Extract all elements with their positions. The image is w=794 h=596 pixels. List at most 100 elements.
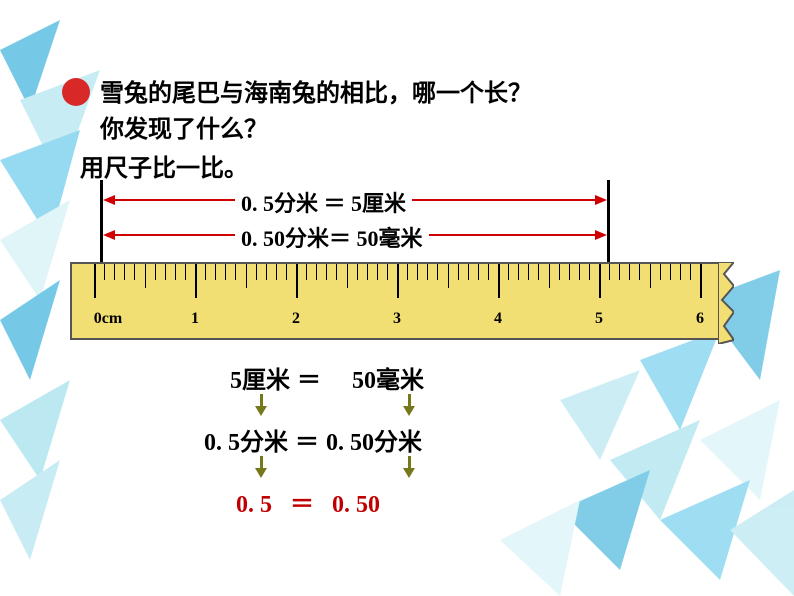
down-arrow-1 bbox=[260, 394, 263, 416]
down-arrow-2 bbox=[408, 394, 411, 416]
ruler-tick bbox=[660, 264, 661, 280]
ruler-tick bbox=[559, 264, 560, 280]
eq3-left: 0. 5 bbox=[236, 492, 272, 518]
ruler-tick bbox=[347, 264, 348, 288]
ruler-tick bbox=[407, 264, 408, 280]
arrow2-label: 0. 50分米＝ 50毫米 bbox=[235, 221, 429, 253]
arrow2-head-right bbox=[595, 230, 607, 240]
ruler-tick bbox=[367, 264, 368, 280]
ruler-tick bbox=[427, 264, 428, 280]
instruction-text: 用尺子比一比。 bbox=[80, 148, 248, 183]
ruler-tick bbox=[498, 264, 500, 298]
measurement-arrows: 0. 5分米 ＝ 5厘米 0. 50分米＝ 50毫米 bbox=[100, 180, 660, 260]
equation-2: 0. 5分米 ＝ 0. 50分米 bbox=[204, 422, 422, 457]
ruler-tick bbox=[276, 264, 277, 280]
ruler-tick bbox=[266, 264, 267, 280]
eq1-right: 50毫米 bbox=[352, 368, 424, 394]
ruler-tick bbox=[235, 264, 236, 280]
vline-left bbox=[100, 180, 103, 262]
ruler-tick bbox=[609, 264, 610, 280]
question-text: 雪兔的尾巴与海南兔的相比，哪一个长？ 你发现了什么？ bbox=[100, 76, 532, 148]
ruler-tick bbox=[205, 264, 206, 280]
arrow1-head-left bbox=[103, 195, 115, 205]
ruler-tick bbox=[124, 264, 125, 280]
ruler-tick bbox=[306, 264, 307, 280]
ruler-tick bbox=[225, 264, 226, 280]
ruler-tick bbox=[397, 264, 399, 298]
equation-1: 5厘米 ＝ 50毫米 bbox=[230, 360, 424, 395]
vline-right bbox=[607, 180, 610, 262]
ruler-tick bbox=[650, 264, 651, 288]
eq1-left: 5厘米 bbox=[230, 368, 290, 394]
ruler-tick bbox=[134, 264, 135, 280]
ruler-tick bbox=[185, 264, 186, 280]
ruler-tick bbox=[326, 264, 327, 280]
ruler-tick bbox=[286, 264, 287, 280]
eq2-right: 0. 50分米 bbox=[326, 430, 422, 456]
ruler-tick bbox=[417, 264, 418, 280]
down-arrow-4 bbox=[408, 456, 411, 478]
ruler-tick bbox=[508, 264, 509, 280]
ruler-number: 5 bbox=[595, 310, 603, 328]
ruler-number: 6 bbox=[696, 310, 704, 328]
equation-3: 0. 5 ＝ 0. 50 bbox=[236, 484, 380, 519]
ruler-tick bbox=[114, 264, 115, 280]
arrow1-label: 0. 5分米 ＝ 5厘米 bbox=[235, 186, 412, 218]
ruler-tick bbox=[569, 264, 570, 280]
ruler-tick bbox=[195, 264, 197, 298]
ruler-tick bbox=[104, 264, 105, 280]
ruler-tick bbox=[145, 264, 146, 288]
ruler-tick bbox=[448, 264, 449, 288]
ruler-tick bbox=[296, 264, 298, 298]
ruler-tick bbox=[316, 264, 317, 280]
ruler-tick bbox=[387, 264, 388, 280]
ruler-tick bbox=[357, 264, 358, 280]
ruler-tick bbox=[215, 264, 216, 280]
ruler-tick bbox=[458, 264, 459, 280]
arrow1-head-right bbox=[595, 195, 607, 205]
ruler-tick bbox=[549, 264, 550, 288]
eq2-left: 0. 5分米 bbox=[204, 430, 288, 456]
ruler-tick bbox=[538, 264, 539, 280]
ruler-number: 1 bbox=[191, 310, 199, 328]
bullet-icon bbox=[62, 78, 90, 106]
ruler-tick bbox=[670, 264, 671, 280]
ruler-tick bbox=[165, 264, 166, 280]
ruler-tick bbox=[518, 264, 519, 280]
ruler-tick bbox=[700, 264, 702, 298]
ruler-number: 4 bbox=[494, 310, 502, 328]
down-arrow-3 bbox=[260, 456, 263, 478]
ruler-tick bbox=[336, 264, 337, 280]
ruler-tick bbox=[94, 264, 96, 298]
ruler-tick bbox=[579, 264, 580, 280]
ruler-number: 2 bbox=[292, 310, 300, 328]
ruler-tick bbox=[629, 264, 630, 280]
ruler-tick bbox=[589, 264, 590, 280]
question-line1: 雪兔的尾巴与海南兔的相比，哪一个长？ bbox=[100, 76, 532, 112]
ruler-tick bbox=[619, 264, 620, 280]
ruler-tick bbox=[437, 264, 438, 280]
ruler-ticks: 0cm123456 bbox=[94, 264, 710, 308]
eq3-right: 0. 50 bbox=[332, 492, 380, 518]
arrow2-head-left bbox=[103, 230, 115, 240]
ruler-tick bbox=[468, 264, 469, 280]
ruler-tick bbox=[488, 264, 489, 280]
eq1-eq: ＝ bbox=[296, 360, 322, 395]
ruler-tick bbox=[599, 264, 601, 298]
ruler-tick bbox=[639, 264, 640, 280]
ruler-tick bbox=[175, 264, 176, 280]
ruler-tick bbox=[155, 264, 156, 280]
ruler-tick bbox=[246, 264, 247, 288]
ruler-torn-edge bbox=[718, 262, 734, 344]
ruler-tick bbox=[478, 264, 479, 280]
ruler-tick bbox=[377, 264, 378, 280]
eq3-eq: ＝ bbox=[278, 484, 326, 519]
ruler: 0cm 1 2 3 4 5 6 bbox=[70, 262, 720, 340]
ruler-number: 0cm bbox=[94, 310, 122, 328]
ruler-number: 3 bbox=[393, 310, 401, 328]
ruler-tick bbox=[690, 264, 691, 280]
eq2-eq: ＝ bbox=[294, 422, 320, 457]
ruler-tick bbox=[256, 264, 257, 280]
ruler-tick bbox=[528, 264, 529, 280]
ruler-tick bbox=[680, 264, 681, 280]
